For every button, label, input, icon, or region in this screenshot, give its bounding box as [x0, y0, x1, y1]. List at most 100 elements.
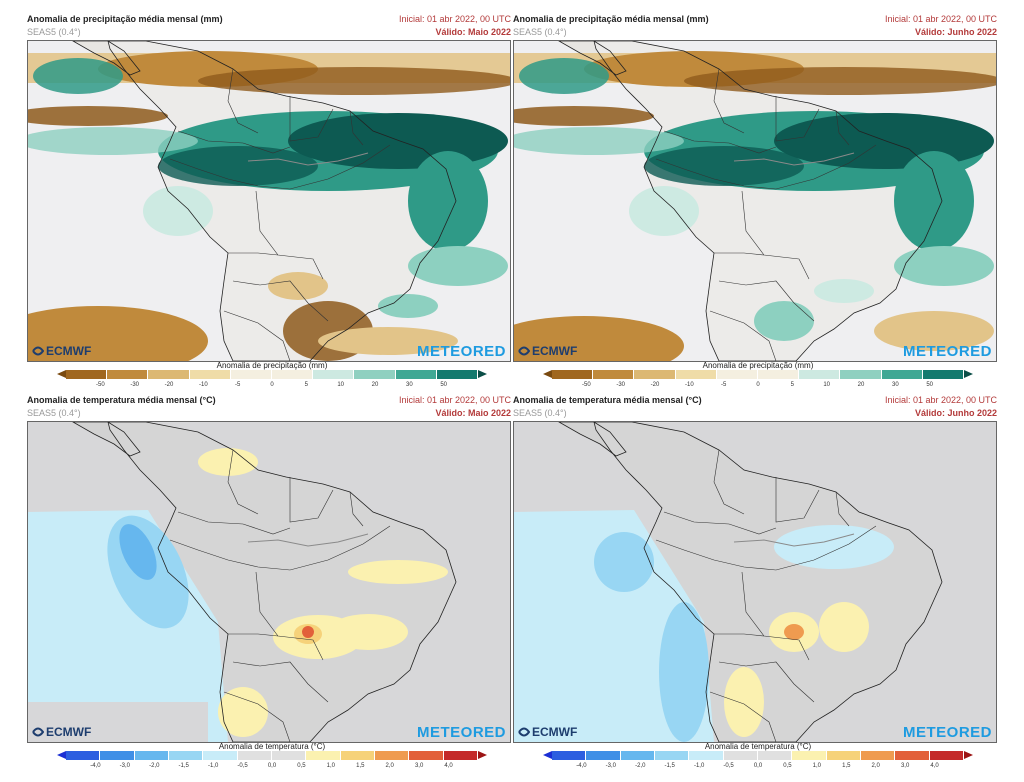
colorbar-swatch	[799, 370, 841, 379]
colorbar-swatch	[107, 370, 149, 379]
colorbar-swatches	[543, 751, 973, 760]
wet-south-atlantic	[378, 294, 438, 318]
border-line	[835, 491, 850, 527]
colorbar-arrow-low	[57, 370, 66, 378]
amazon-river	[733, 152, 855, 166]
wet-pacific	[28, 127, 198, 155]
colorbar-swatches	[543, 370, 973, 379]
colorbar-arrow-high	[963, 751, 973, 759]
south-america	[108, 422, 456, 742]
cool-peru-coast	[594, 532, 654, 592]
border-line	[655, 144, 877, 190]
wet-northeast	[894, 151, 974, 251]
colorbar-tick-label: -0,5	[237, 763, 248, 769]
colorbar-swatch	[792, 751, 827, 760]
colorbar-tick-label: 20	[371, 382, 379, 388]
panel-precip-may: Anomalia de precipitação média mensal (m…	[27, 10, 511, 362]
wet-central-america	[519, 58, 609, 94]
border-line	[714, 633, 765, 637]
panel-title: Anomalia de precipitação média mensal (m…	[27, 14, 223, 24]
dry-southeast-pacific	[514, 316, 684, 361]
coastline-central	[72, 422, 141, 457]
colorbar-tick-label: 1,5	[356, 763, 365, 769]
border-line	[223, 310, 291, 361]
border-line	[775, 477, 820, 523]
country-borders	[655, 68, 877, 361]
precip-colorbar-left: Anomalia de precipitação (mm) -50 -30 -20-…	[57, 361, 487, 392]
anomaly-field	[514, 510, 894, 742]
warm-patagonia	[218, 687, 268, 737]
colorbar-tick-label: -10	[684, 382, 694, 388]
colorbar-swatch	[340, 751, 375, 760]
wet-northeast	[408, 151, 488, 251]
panel-temp-may: Anomalia de temperatura média mensal (°C…	[27, 391, 511, 743]
colorbar-tick-label: 2,0	[871, 763, 880, 769]
valid-date: Válido: Junho 2022	[914, 408, 997, 418]
colorbar-swatch	[654, 751, 690, 760]
border-line	[169, 525, 391, 571]
colorbar-tick-label: -20	[164, 382, 174, 388]
dry-pacific-band	[514, 106, 654, 126]
border-line	[289, 477, 334, 523]
wet-andes	[629, 186, 699, 236]
south-america	[594, 422, 942, 742]
colorbar-swatch	[313, 370, 355, 379]
colorbar-tick-label: 20	[857, 382, 865, 388]
colorbar-tick-label: -0,5	[723, 763, 734, 769]
colorbar-arrow-high	[963, 370, 973, 378]
border-line	[713, 68, 745, 134]
colorbar-swatch	[237, 751, 272, 760]
panel-title: Anomalia de temperatura média mensal (°C…	[513, 395, 702, 405]
amazon-river	[247, 152, 369, 166]
border-line	[718, 280, 815, 322]
colorbar-swatch	[134, 751, 169, 760]
coastline-central	[558, 41, 627, 76]
colorbar-tick-label: -20	[650, 382, 660, 388]
valid-date: Válido: Maio 2022	[435, 408, 511, 418]
colorbar-swatch	[620, 751, 655, 760]
initial-date: Inicial: 01 abr 2022, 00 UTC	[398, 395, 511, 405]
initial-date: Inicial: 01 abr 2022, 00 UTC	[884, 14, 997, 24]
colorbar-tick-label: 0,5	[783, 763, 792, 769]
border-line	[227, 449, 259, 515]
colorbar-swatch	[922, 370, 964, 379]
colorbar-swatch	[374, 751, 410, 760]
colorbar-tick-label: -5	[720, 382, 727, 388]
border-line	[169, 144, 391, 190]
panel-subtitle: SEAS5 (0.4°)	[513, 27, 567, 37]
wet-amazon-core	[644, 146, 804, 186]
colorbar-arrow-low	[57, 751, 66, 759]
colorbar-tick-label: 4,0	[930, 763, 939, 769]
cool-amazon	[774, 525, 894, 569]
colorbar-swatch	[271, 751, 307, 760]
colorbar-tick-label: 30	[405, 382, 413, 388]
border-line	[177, 511, 291, 535]
colorbar-swatch	[148, 370, 190, 379]
panel-subtitle: SEAS5 (0.4°)	[513, 408, 567, 418]
warm-southeast-brazil	[328, 614, 408, 650]
dry-southeast-pacific	[28, 306, 208, 361]
colorbar-swatch	[66, 370, 108, 379]
colorbar-swatch	[552, 370, 594, 379]
colorbar-swatch	[716, 370, 758, 379]
amazon-river	[247, 533, 369, 547]
panel-title: Anomalia de precipitação média mensal (m…	[513, 14, 709, 24]
wet-atlantic-east	[408, 246, 508, 286]
colorbar-swatch	[168, 751, 204, 760]
colorbar-title: Anomalia de precipitação (mm)	[216, 361, 328, 370]
colorbar-swatch	[860, 751, 896, 760]
wet-atlantic-east	[894, 246, 994, 286]
colorbar-swatch	[443, 751, 478, 760]
warm-core	[784, 624, 804, 640]
colorbar-tick-label: -2,0	[635, 763, 646, 769]
wet-pacific	[514, 127, 684, 155]
colorbar-tick-label: -1,0	[693, 763, 705, 769]
colorbar-tick-label: 10	[823, 382, 830, 388]
cold-peru-core	[119, 524, 157, 580]
ecmwf-logo: ECMWF	[32, 725, 91, 739]
ecmwf-label: ECMWF	[532, 725, 578, 739]
south-america	[108, 41, 456, 361]
warm-venezuela	[198, 448, 258, 476]
wet-andes	[143, 186, 213, 236]
colorbar-swatches	[57, 751, 487, 760]
